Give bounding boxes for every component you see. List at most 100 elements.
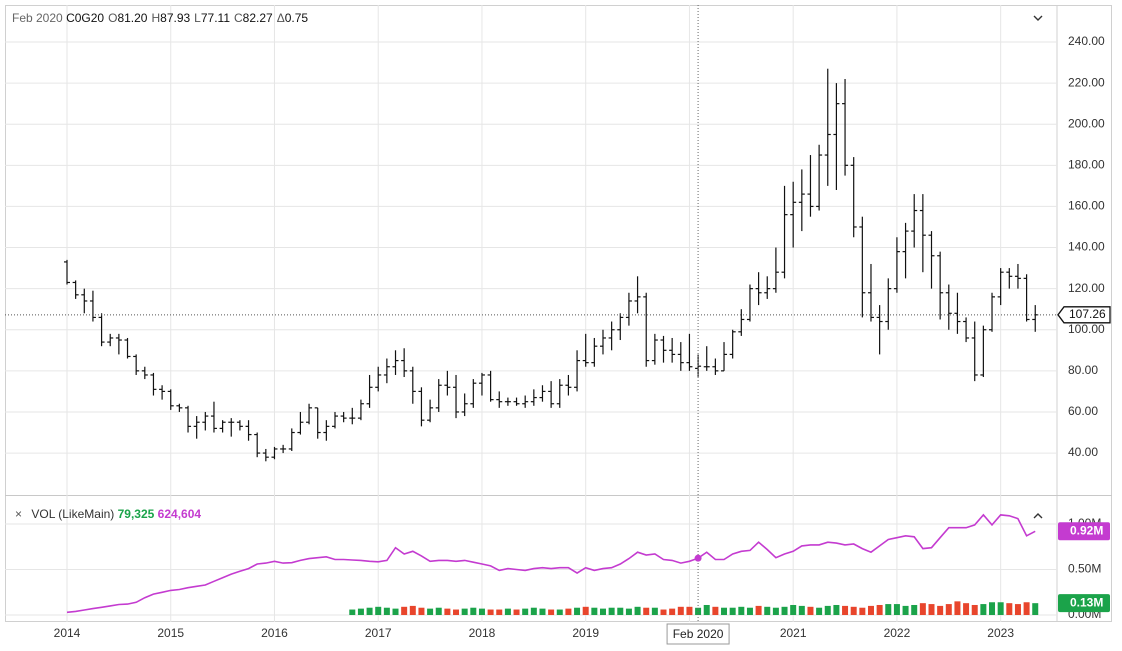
volume-bar [677, 606, 684, 615]
x-tick-label: 2016 [261, 626, 288, 640]
volume-bar [375, 606, 382, 615]
volume-bar [461, 608, 468, 615]
collapse-icon[interactable] [1033, 513, 1043, 519]
y-tick-label: 180.00 [1068, 157, 1105, 171]
volume-bar [850, 606, 857, 615]
volume-bar [686, 606, 693, 615]
volume-bar [902, 605, 909, 615]
volume-bar [444, 608, 451, 615]
volume-bar [1023, 602, 1030, 615]
volume-bar [643, 607, 650, 615]
volume-bar [963, 603, 970, 615]
volume-bar [625, 608, 632, 615]
volume-bar [885, 604, 892, 615]
volume-bar [928, 604, 935, 615]
header-date: Feb 2020 [12, 11, 63, 25]
volume-bar [842, 605, 849, 615]
field-value: 77.11 [200, 11, 230, 25]
y-tick-label: 120.00 [1068, 281, 1105, 295]
volume-bar [746, 607, 753, 615]
volume-bar [669, 608, 676, 615]
volume-bar [807, 606, 814, 615]
volume-bar [357, 608, 364, 615]
close-icon[interactable]: × [15, 507, 23, 521]
field-key: Δ [276, 11, 285, 25]
volume-bar [487, 609, 494, 615]
volume-bar [513, 609, 520, 615]
field-value: 0.75 [284, 11, 309, 25]
volume-bar [427, 608, 434, 615]
volume-bar [599, 608, 606, 615]
y-tick-label: 140.00 [1068, 240, 1105, 254]
volume-bar [729, 607, 736, 615]
volume-bar [435, 607, 442, 615]
volume-bar [781, 606, 788, 615]
y-tick-label: 100.00 [1068, 322, 1105, 336]
collapse-icon[interactable] [1033, 15, 1043, 21]
x-tick-label: 2019 [572, 626, 599, 640]
volume-bar [919, 603, 926, 615]
volume-bar [608, 607, 615, 615]
volume-bar [651, 607, 658, 615]
volume-bar [453, 609, 460, 615]
volume-bar [712, 606, 719, 615]
volume-bar [470, 607, 477, 615]
header-fields: C0G20 O81.20 H87.93 L77.11 C82.27 Δ0.75 [66, 11, 308, 25]
frame [5, 5, 1112, 622]
volume-bar [738, 606, 745, 615]
volume-bar [790, 604, 797, 615]
volume-bar [582, 606, 589, 615]
volume-bar [971, 604, 978, 615]
field-key: O [108, 11, 118, 25]
volume-average-line [66, 513, 1036, 614]
volume-legend: × VOL (LikeMain) 79,325 624,604 [15, 507, 201, 521]
y-tick-label: 80.00 [1068, 363, 1098, 377]
volume-bar [409, 605, 416, 615]
volume-value: 79,325 [117, 507, 155, 521]
y-tick-label: 240.00 [1068, 34, 1105, 48]
volume-bar [591, 607, 598, 615]
field-key: H [151, 11, 161, 25]
field-value: 87.93 [160, 11, 191, 25]
volume-bar [980, 604, 987, 615]
field-key: C [234, 11, 243, 25]
field-value: 82.27 [242, 11, 273, 25]
volume-bar [937, 605, 944, 615]
last-price-label: 107.26 [1069, 307, 1106, 321]
volume-bar [824, 605, 831, 615]
volume-bar [997, 602, 1004, 615]
y-tick-label: 160.00 [1068, 199, 1105, 213]
volume-bar [556, 609, 563, 615]
volume-bar [911, 604, 918, 615]
y-tick-label: 40.00 [1068, 445, 1098, 459]
header-symbol: C0G20 [66, 11, 105, 25]
y-tick-label: 220.00 [1068, 75, 1105, 89]
last-price-tag [1057, 306, 1111, 324]
volume-bar [816, 607, 823, 615]
volume-bar [418, 607, 425, 615]
volume-bar [574, 607, 581, 615]
crosshair-label: Feb 2020 [673, 627, 724, 641]
crosshair-dot [694, 554, 702, 562]
volume-bar [383, 607, 390, 615]
volume-bar [798, 605, 805, 615]
header: Feb 2020 C0G20 O81.20 H87.93 L77.11 C82.27 Δ0… [12, 11, 308, 25]
volume-bar [504, 608, 511, 615]
volume-bar [530, 607, 537, 615]
x-tick-label: 2023 [987, 626, 1014, 640]
volume-bar [721, 607, 728, 615]
crosshair-label-box [666, 623, 730, 645]
volume-bar [764, 606, 771, 615]
volume-bar [1006, 603, 1013, 615]
volume-bar [876, 604, 883, 615]
x-tick-label: 2022 [884, 626, 911, 640]
volume-bar [617, 607, 624, 615]
volume-bar [859, 607, 866, 615]
x-tick-label: 2021 [780, 626, 807, 640]
x-tick-label: 2017 [365, 626, 392, 640]
volume-bar [703, 604, 710, 615]
volume-title: VOL (LikeMain) [31, 507, 115, 521]
volume-bar [401, 606, 408, 615]
